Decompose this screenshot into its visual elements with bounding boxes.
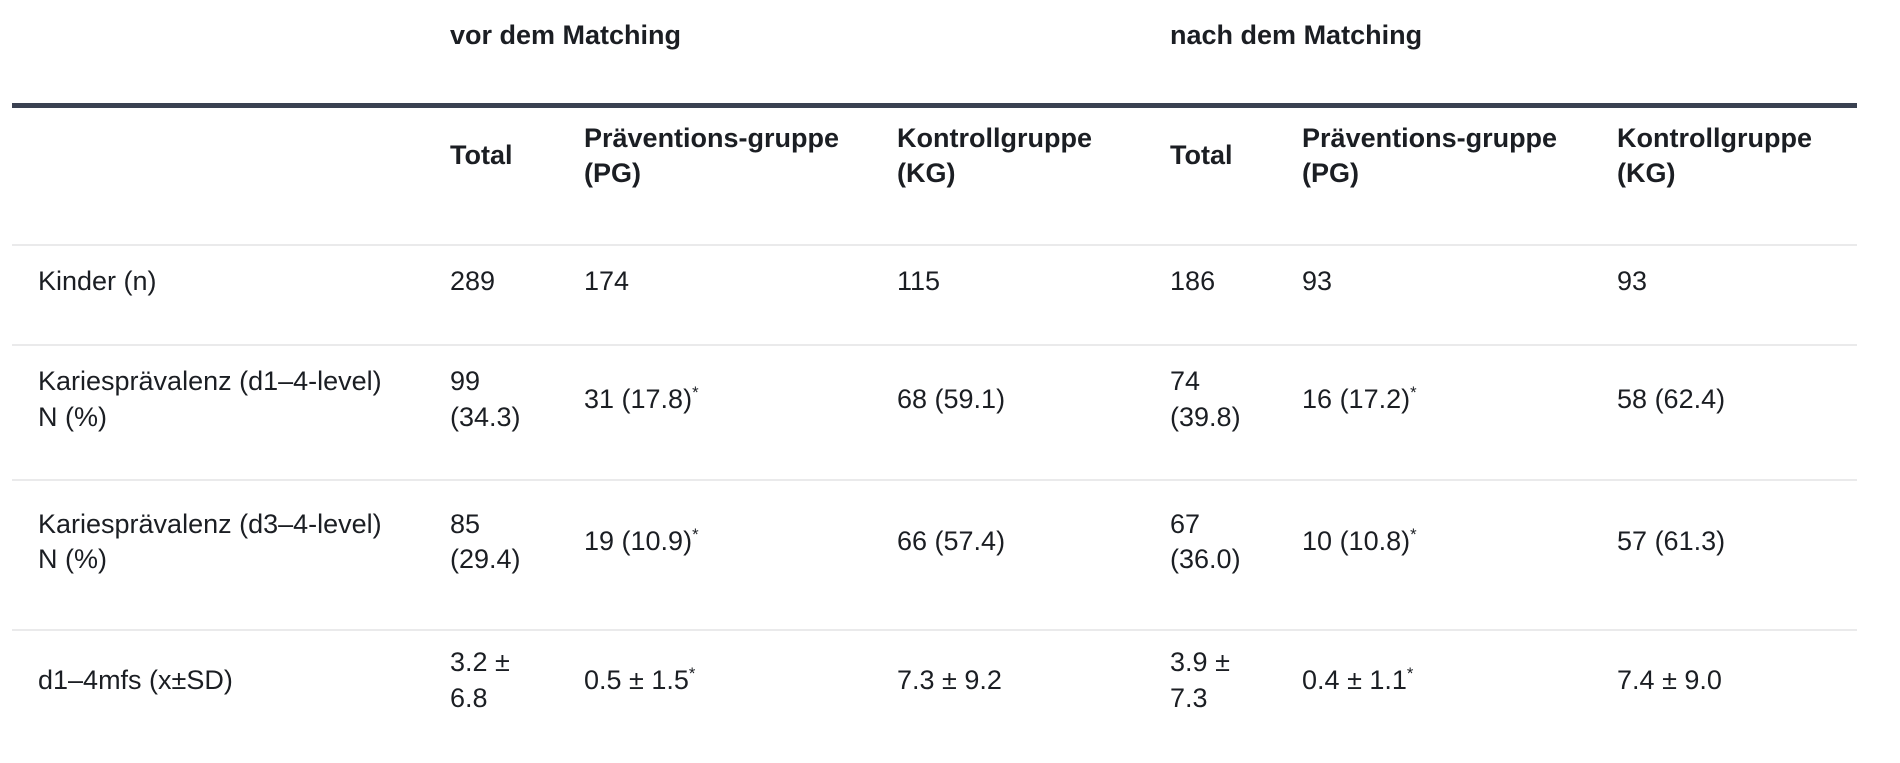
column-header-total-nach: Total: [1170, 105, 1303, 246]
table-cell: 31 (17.8)*: [584, 345, 897, 481]
table-cell: 289: [450, 245, 584, 346]
table-cell: 7.4 ± 9.0: [1617, 664, 1722, 695]
column-header-kg-vor: Kontrollgruppe (KG): [897, 105, 1171, 246]
table-cell: 99 (34.3): [450, 345, 584, 481]
column-header-pg-nach: Präventions-gruppe (PG): [1302, 105, 1618, 246]
column-header-kg-nach: Kontrollgruppe (KG): [1617, 105, 1858, 246]
table-cell: 115: [897, 245, 1171, 346]
table-cell: 186: [1170, 245, 1303, 346]
table-cell: 93: [1302, 245, 1618, 346]
corner-spacer: [12, 0, 450, 108]
table-cell: 0.4 ± 1.1*: [1302, 663, 1414, 695]
table-cell: 16 (17.2)*: [1302, 345, 1618, 481]
column-header-row: Total Präventions-gruppe (PG) Kontrollgr…: [12, 105, 1858, 246]
table-cell: 3.9 ± 7.3: [1170, 647, 1230, 713]
table-row-kariespraevalenz-d1-4: Kariesprävalenz (d1–4-level) N (%) 99 (3…: [12, 345, 1858, 481]
significance-asterisk: *: [688, 663, 696, 683]
row-label: Kariesprävalenz (d3–4-level) N (%): [12, 480, 450, 631]
table-cell: 85 (29.4): [450, 480, 584, 631]
significance-asterisk: *: [692, 525, 699, 545]
table-cell: 0.5 ± 1.5*: [584, 663, 696, 695]
significance-asterisk: *: [1410, 525, 1417, 545]
significance-asterisk: *: [692, 382, 699, 402]
table-cell: 68 (59.1): [897, 345, 1171, 481]
group-header-vor-matching: vor dem Matching: [450, 0, 1171, 108]
table-cell: 93: [1617, 245, 1858, 346]
table-cell: 174: [584, 245, 897, 346]
table-cell: 10 (10.8)*: [1302, 480, 1618, 631]
table-row-kariespraevalenz-d3-4: Kariesprävalenz (d3–4-level) N (%) 85 (2…: [12, 480, 1858, 631]
table-cell: 66 (57.4): [897, 480, 1171, 631]
row-label: d1–4mfs (x±SD): [38, 664, 233, 695]
table-row-kinder: Kinder (n) 289 174 115 186 93 93: [12, 245, 1858, 346]
row-label: Kariesprävalenz (d1–4-level) N (%): [12, 345, 450, 481]
row-label: Kinder (n): [12, 245, 450, 346]
group-header-row: vor dem Matching nach dem Matching: [12, 0, 1858, 108]
table-cell: 58 (62.4): [1617, 345, 1858, 481]
column-header-pg-vor: Präventions-gruppe (PG): [584, 105, 897, 246]
table-cell: 57 (61.3): [1617, 480, 1858, 631]
column-header-total-vor: Total: [450, 105, 584, 246]
corner-spacer: [12, 105, 450, 246]
table-cell: 7.3 ± 9.2: [897, 664, 1002, 695]
table-cell: 3.2 ± 6.8: [450, 647, 510, 713]
table-cell: 67 (36.0): [1170, 480, 1303, 631]
table-cell: 74 (39.8): [1170, 345, 1303, 481]
group-header-nach-matching: nach dem Matching: [1170, 0, 1858, 108]
significance-asterisk: *: [1406, 663, 1414, 683]
table-cell: 19 (10.9)*: [584, 480, 897, 631]
significance-asterisk: *: [1410, 382, 1417, 402]
matching-results-table: vor dem Matching nach dem Matching Total…: [12, 0, 1858, 756]
table-row-d1-4mfs: d1–4mfs (x±SD) 3.2 ± 6.8 0.5 ± 1.5* 7.3 …: [12, 630, 1857, 756]
